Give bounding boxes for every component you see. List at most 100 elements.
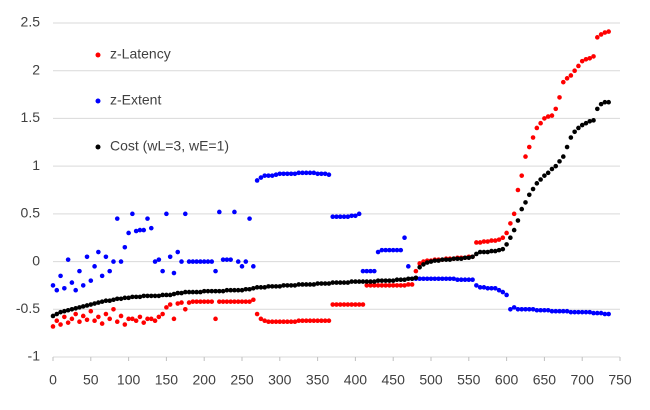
- point: [103, 298, 109, 303]
- point: [542, 307, 547, 313]
- point: [417, 261, 422, 266]
- point: [440, 257, 445, 262]
- point: [65, 320, 71, 325]
- point: [111, 297, 116, 303]
- point: [96, 300, 101, 305]
- point: [349, 279, 354, 284]
- point: [356, 279, 362, 284]
- point: [485, 249, 491, 255]
- point: [130, 294, 135, 300]
- point: [511, 305, 517, 310]
- point: [511, 211, 517, 217]
- y-tick-label: 1.5: [21, 109, 41, 125]
- point: [379, 283, 385, 288]
- point: [353, 279, 358, 284]
- point: [587, 309, 593, 315]
- point: [254, 311, 260, 317]
- point: [92, 301, 97, 306]
- point: [209, 259, 215, 264]
- point: [530, 306, 536, 312]
- point: [553, 163, 559, 169]
- point: [156, 257, 162, 262]
- point: [137, 314, 143, 320]
- point: [542, 173, 547, 178]
- point: [239, 287, 245, 293]
- point: [345, 214, 351, 220]
- point: [103, 254, 109, 260]
- point: [387, 247, 392, 253]
- x-tick-label: 50: [83, 372, 99, 388]
- point: [137, 227, 143, 233]
- point: [300, 318, 305, 324]
- point: [228, 299, 233, 304]
- point: [557, 95, 562, 100]
- point: [390, 247, 396, 253]
- point: [84, 254, 90, 260]
- point: [530, 135, 536, 140]
- point: [598, 310, 604, 316]
- point: [496, 287, 502, 293]
- point: [421, 262, 426, 267]
- legend-marker: [95, 52, 101, 58]
- point: [281, 171, 286, 177]
- point: [462, 277, 468, 283]
- point: [133, 228, 139, 234]
- x-tick-label: 450: [382, 372, 406, 388]
- point: [519, 306, 525, 312]
- point: [458, 277, 464, 283]
- point: [148, 293, 154, 299]
- point: [311, 282, 317, 287]
- point: [322, 318, 328, 324]
- x-tick-label: 350: [306, 372, 330, 388]
- point: [402, 277, 407, 283]
- point: [311, 170, 317, 176]
- point: [398, 247, 404, 253]
- y-tick-label: 1: [32, 157, 40, 173]
- point: [92, 264, 97, 269]
- point: [58, 273, 63, 279]
- point: [201, 259, 207, 264]
- point: [258, 316, 264, 322]
- point: [186, 289, 192, 295]
- point: [130, 316, 135, 322]
- point: [152, 259, 158, 264]
- point: [557, 159, 562, 164]
- point: [50, 313, 56, 319]
- point: [602, 311, 608, 317]
- point: [500, 246, 506, 252]
- point: [277, 171, 283, 177]
- point: [186, 259, 192, 264]
- point: [217, 209, 222, 215]
- point: [160, 292, 165, 298]
- point: [266, 173, 271, 178]
- point: [553, 308, 559, 314]
- point: [96, 249, 101, 255]
- point: [443, 276, 449, 282]
- x-tick-label: 550: [457, 372, 481, 388]
- point: [213, 316, 218, 322]
- point: [455, 277, 460, 283]
- point: [251, 264, 256, 269]
- point: [538, 307, 543, 313]
- point: [235, 287, 241, 293]
- point: [398, 277, 404, 283]
- point: [285, 171, 290, 177]
- point: [489, 285, 494, 291]
- point: [133, 318, 139, 324]
- point: [58, 322, 63, 327]
- x-tick-label: 150: [155, 372, 179, 388]
- point: [69, 280, 75, 285]
- point: [194, 299, 199, 304]
- point: [372, 283, 377, 288]
- point: [587, 56, 593, 61]
- point: [251, 297, 256, 303]
- point: [413, 268, 419, 274]
- point: [224, 299, 230, 304]
- point: [477, 285, 483, 290]
- legend-label: Cost (wL=3, wE=1): [110, 138, 229, 154]
- point: [561, 154, 566, 159]
- point: [360, 302, 366, 307]
- point: [107, 268, 112, 274]
- point: [345, 280, 351, 285]
- point: [406, 282, 411, 287]
